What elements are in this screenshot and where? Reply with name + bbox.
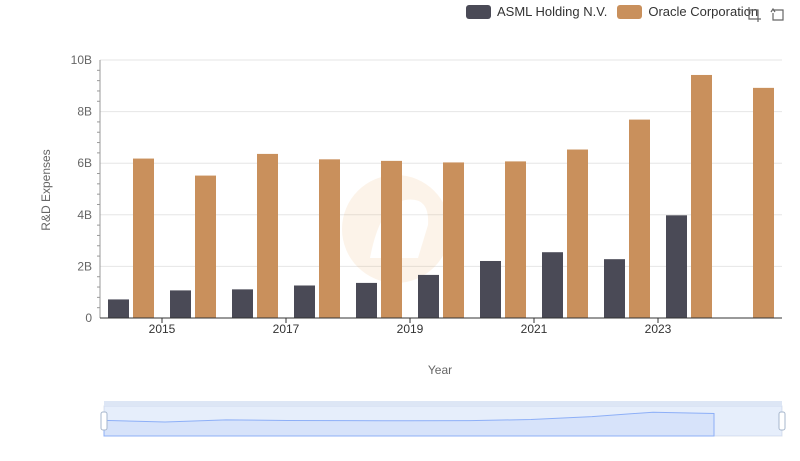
zoom-icon[interactable] — [746, 6, 762, 22]
x-tick-label: 2019 — [397, 322, 424, 336]
toolbox — [746, 6, 786, 22]
legend-item-oracle[interactable]: Oracle Corporation — [617, 4, 758, 19]
bar-asml-2021[interactable] — [542, 252, 563, 318]
bar-oracle-2017[interactable] — [319, 159, 340, 318]
datazoom-handle-left[interactable] — [100, 411, 108, 431]
y-tick-label: 2B — [77, 259, 92, 273]
bar-asml-2016[interactable] — [232, 289, 253, 318]
x-tick-label: 2017 — [273, 322, 300, 336]
y-axis-title: R&D Expenses — [39, 149, 53, 230]
datazoom-preview — [103, 411, 715, 437]
bar-oracle-2022[interactable] — [629, 119, 650, 319]
bar-asml-2023[interactable] — [666, 215, 687, 318]
y-tick-label: 0 — [85, 311, 92, 325]
bars — [108, 74, 774, 319]
datazoom-top-bar[interactable] — [104, 401, 782, 406]
y-tick-label: 8B — [77, 105, 92, 119]
y-tick-label: 10B — [71, 53, 92, 67]
y-tick-label: 6B — [77, 156, 92, 170]
x-tick-label: 2023 — [645, 322, 672, 336]
bar-oracle-2024[interactable] — [753, 87, 774, 318]
axes — [97, 60, 782, 323]
bar-asml-2022[interactable] — [604, 259, 625, 318]
legend-label-oracle: Oracle Corporation — [648, 4, 759, 19]
bar-oracle-2016[interactable] — [257, 153, 278, 318]
bar-asml-2018[interactable] — [356, 282, 377, 318]
legend-swatch-oracle — [617, 4, 643, 19]
bar-oracle-2023[interactable] — [691, 74, 712, 319]
bar-oracle-2015[interactable] — [195, 175, 216, 318]
bar-oracle-2020[interactable] — [505, 161, 526, 318]
datazoom-selection[interactable] — [104, 406, 782, 436]
bar-asml-2015[interactable] — [170, 290, 191, 318]
x-axis-ticks: 2015 2017 2019 2021 2023 — [149, 322, 672, 336]
y-tick-label: 4B — [77, 208, 92, 222]
x-tick-label: 2021 — [521, 322, 548, 336]
x-tick-label: 2015 — [149, 322, 176, 336]
data-zoom-slider[interactable] — [100, 401, 786, 437]
legend-item-asml[interactable]: ASML Holding N.V. — [466, 4, 607, 19]
legend: ASML Holding N.V. Oracle Corporation — [466, 4, 758, 19]
bar-asml-2019[interactable] — [418, 274, 439, 318]
datazoom-handle-right[interactable] — [778, 411, 786, 431]
bar-oracle-2019[interactable] — [443, 162, 464, 318]
bar-asml-2017[interactable] — [294, 285, 315, 318]
bar-asml-2020[interactable] — [480, 260, 501, 318]
bar-oracle-2018[interactable] — [381, 160, 402, 318]
x-axis-title: Year — [428, 363, 452, 377]
bar-oracle-2021[interactable] — [567, 149, 588, 318]
legend-swatch-asml — [466, 4, 491, 19]
legend-label-asml: ASML Holding N.V. — [497, 4, 608, 19]
bar-oracle-2014[interactable] — [133, 158, 154, 318]
y-axis-ticks: 0 2B 4B 6B 8B 10B — [71, 53, 93, 325]
restore-icon[interactable] — [770, 6, 786, 22]
bar-asml-2014[interactable] — [108, 299, 129, 318]
